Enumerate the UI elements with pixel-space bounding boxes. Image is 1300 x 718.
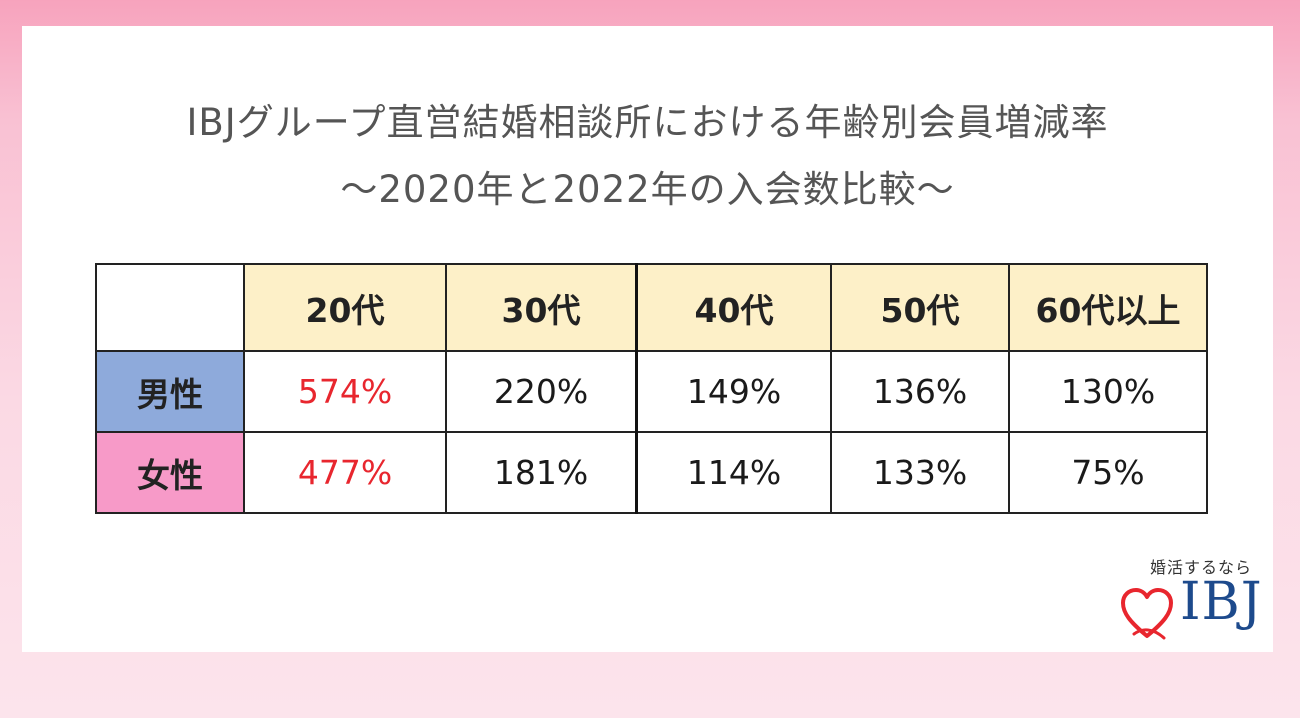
brand-tagline: 婚活するなら	[1150, 558, 1253, 577]
column-header-20s: 20代	[243, 263, 447, 352]
cell-female-50s: 133%	[830, 431, 1010, 514]
cell-male-60s-plus: 130%	[1008, 350, 1208, 433]
column-header-60s-plus: 60代以上	[1008, 263, 1208, 352]
cell-male-40s: 149%	[635, 350, 832, 433]
table-header-row: 20代 30代 40代 50代 60代以上	[95, 263, 1208, 352]
content-panel: IBJグループ直営結婚相談所における年齢別会員増減率 ～2020年と2022年の…	[22, 26, 1273, 652]
cell-female-40s: 114%	[635, 431, 832, 514]
row-header-male: 男性	[95, 350, 245, 433]
cell-male-30s: 220%	[445, 350, 638, 433]
column-header-50s: 50代	[830, 263, 1010, 352]
ibj-brand-logo: 婚活するなら IBJ	[1120, 554, 1280, 654]
cell-female-20s: 477%	[243, 431, 447, 514]
chart-title-line2: ～2020年と2022年の入会数比較～	[340, 168, 955, 211]
column-header-30s: 30代	[445, 263, 638, 352]
table-row-female: 女性 477% 181% 114% 133% 75%	[95, 431, 1208, 514]
corner-cell	[95, 263, 245, 352]
heart-outline-icon	[1121, 588, 1173, 640]
chart-title-line1: IBJグループ直営結婚相談所における年齢別会員増減率	[186, 101, 1109, 144]
membership-rate-table: 20代 30代 40代 50代 60代以上 男性 574% 220% 149% …	[95, 263, 1208, 514]
column-header-40s: 40代	[635, 263, 832, 352]
cell-female-30s: 181%	[445, 431, 638, 514]
cell-female-60s-plus: 75%	[1008, 431, 1208, 514]
cell-male-50s: 136%	[830, 350, 1010, 433]
table-row-male: 男性 574% 220% 149% 136% 130%	[95, 350, 1208, 433]
brand-logo-text: IBJ	[1180, 572, 1263, 632]
row-header-female: 女性	[95, 431, 245, 514]
cell-male-20s: 574%	[243, 350, 447, 433]
